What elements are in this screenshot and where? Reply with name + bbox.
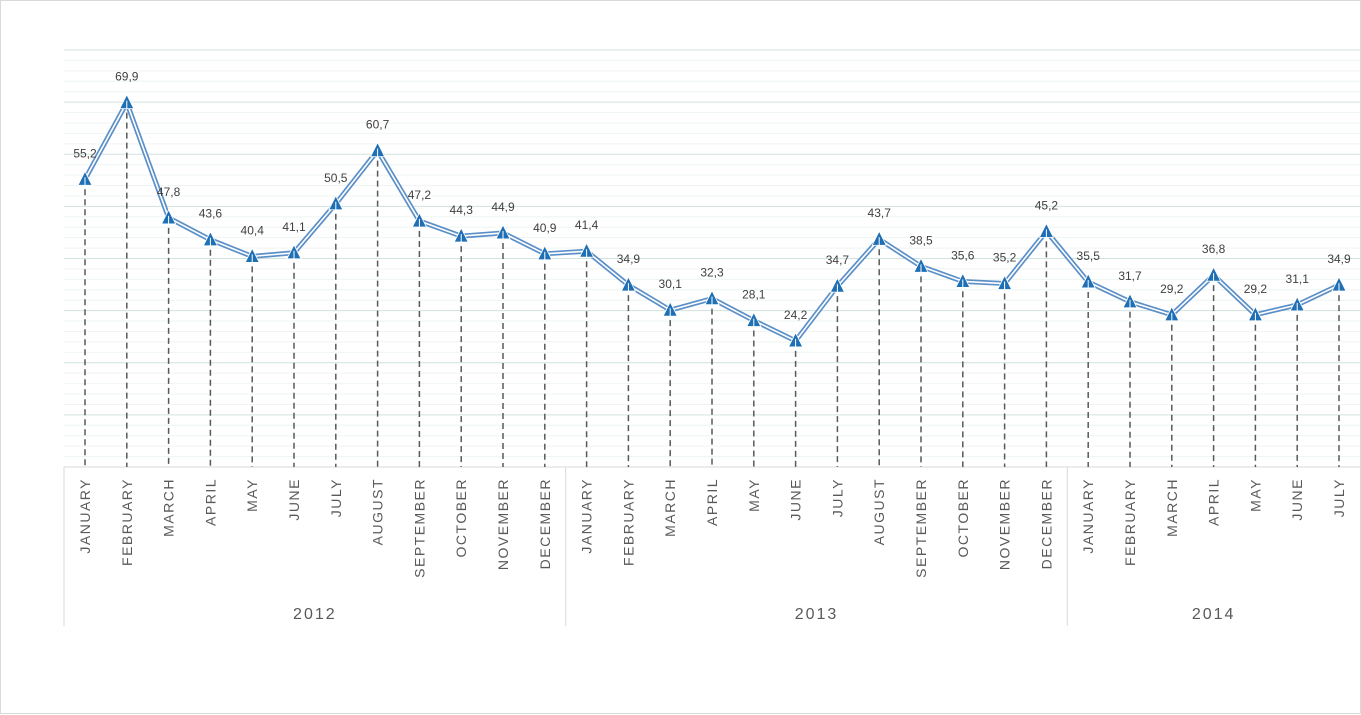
data-label: 34,9	[1327, 252, 1351, 266]
tick-label: AUGUST	[871, 478, 887, 545]
tick-label: DECEMBER	[1038, 478, 1054, 569]
tick-label: MAY	[244, 478, 260, 512]
tick-label: SEPTEMBER	[411, 478, 427, 578]
data-label: 35,2	[993, 251, 1017, 265]
tick-label: JULY	[829, 478, 845, 517]
markers	[77, 93, 1347, 348]
tick-label: APRIL	[704, 478, 720, 526]
data-label: 41,4	[575, 218, 599, 232]
data-label: 34,9	[617, 252, 641, 266]
tick-label: MAY	[746, 478, 762, 512]
series-line-inner	[84, 101, 1340, 342]
data-label: 24,2	[784, 308, 808, 322]
year-label: 2012	[293, 606, 337, 623]
tick-label: JUNE	[1289, 478, 1305, 521]
tick-label: NOVEMBER	[495, 478, 511, 570]
data-label: 36,8	[1202, 242, 1226, 256]
data-label: 60,7	[366, 118, 390, 132]
data-label: 30,1	[659, 277, 683, 291]
series-line	[82, 100, 1341, 344]
data-label: 47,2	[408, 188, 432, 202]
tick-label: MARCH	[662, 478, 678, 537]
drop-lines	[84, 102, 1340, 467]
data-label: 32,3	[700, 266, 724, 280]
tick-label: FEBRUARY	[1122, 478, 1138, 566]
tick-label: JANUARY	[1080, 478, 1096, 554]
gridlines	[64, 49, 1360, 458]
data-label: 45,2	[1035, 198, 1059, 212]
tick-label: MAY	[1247, 478, 1263, 512]
data-label: 31,1	[1286, 272, 1310, 286]
tick-label: JUNE	[788, 478, 804, 521]
data-label: 38,5	[909, 233, 933, 247]
tick-label: SEPTEMBER	[913, 478, 929, 578]
tick-label: JULY	[1331, 478, 1347, 517]
data-label: 31,7	[1118, 269, 1142, 283]
year-label: 2014	[1192, 606, 1236, 623]
data-labels: 55,2 69,9 47,8 43,6 40,4 41,1 50,5 60,7 47,2 44,3…	[73, 70, 1351, 322]
data-label: 43,7	[868, 206, 892, 220]
series-line-outer	[82, 100, 1341, 344]
data-label: 44,3	[450, 203, 474, 217]
data-label: 69,9	[115, 70, 139, 84]
data-label: 29,2	[1244, 282, 1268, 296]
tick-label: MARCH	[1164, 478, 1180, 537]
data-label: 35,6	[951, 248, 975, 262]
tick-label: MARCH	[161, 478, 177, 537]
tick-label: DECEMBER	[537, 478, 553, 569]
tick-label: JUNE	[286, 478, 302, 521]
data-label: 40,9	[533, 221, 557, 235]
tick-label: OCTOBER	[453, 478, 469, 557]
data-label: 28,1	[742, 288, 766, 302]
tick-label: JANUARY	[579, 478, 595, 554]
tick-label: AUGUST	[370, 478, 386, 545]
data-label: 47,8	[157, 185, 181, 199]
data-label: 55,2	[73, 146, 97, 160]
data-label: 50,5	[324, 171, 348, 185]
data-label: 35,5	[1077, 249, 1101, 263]
data-label: 44,9	[491, 200, 515, 214]
tick-label: APRIL	[1206, 478, 1222, 526]
data-label: 43,6	[199, 207, 223, 221]
data-label: 34,7	[826, 253, 850, 267]
year-label: 2013	[795, 606, 839, 623]
tick-label: OCTOBER	[955, 478, 971, 557]
category-axis: 2012 2013 2014 JANUARY FEBRUARY MARCH APRIL MAY…	[63, 466, 1360, 626]
tick-label: FEBRUARY	[620, 478, 636, 566]
data-label: 40,4	[241, 223, 265, 237]
tick-label: FEBRUARY	[119, 478, 135, 566]
tick-label: JANUARY	[77, 478, 93, 554]
data-label: 41,1	[282, 220, 306, 234]
tick-label: JULY	[328, 478, 344, 517]
tick-label: NOVEMBER	[997, 478, 1013, 570]
data-label: 29,2	[1160, 282, 1184, 296]
tick-label: APRIL	[202, 478, 218, 526]
